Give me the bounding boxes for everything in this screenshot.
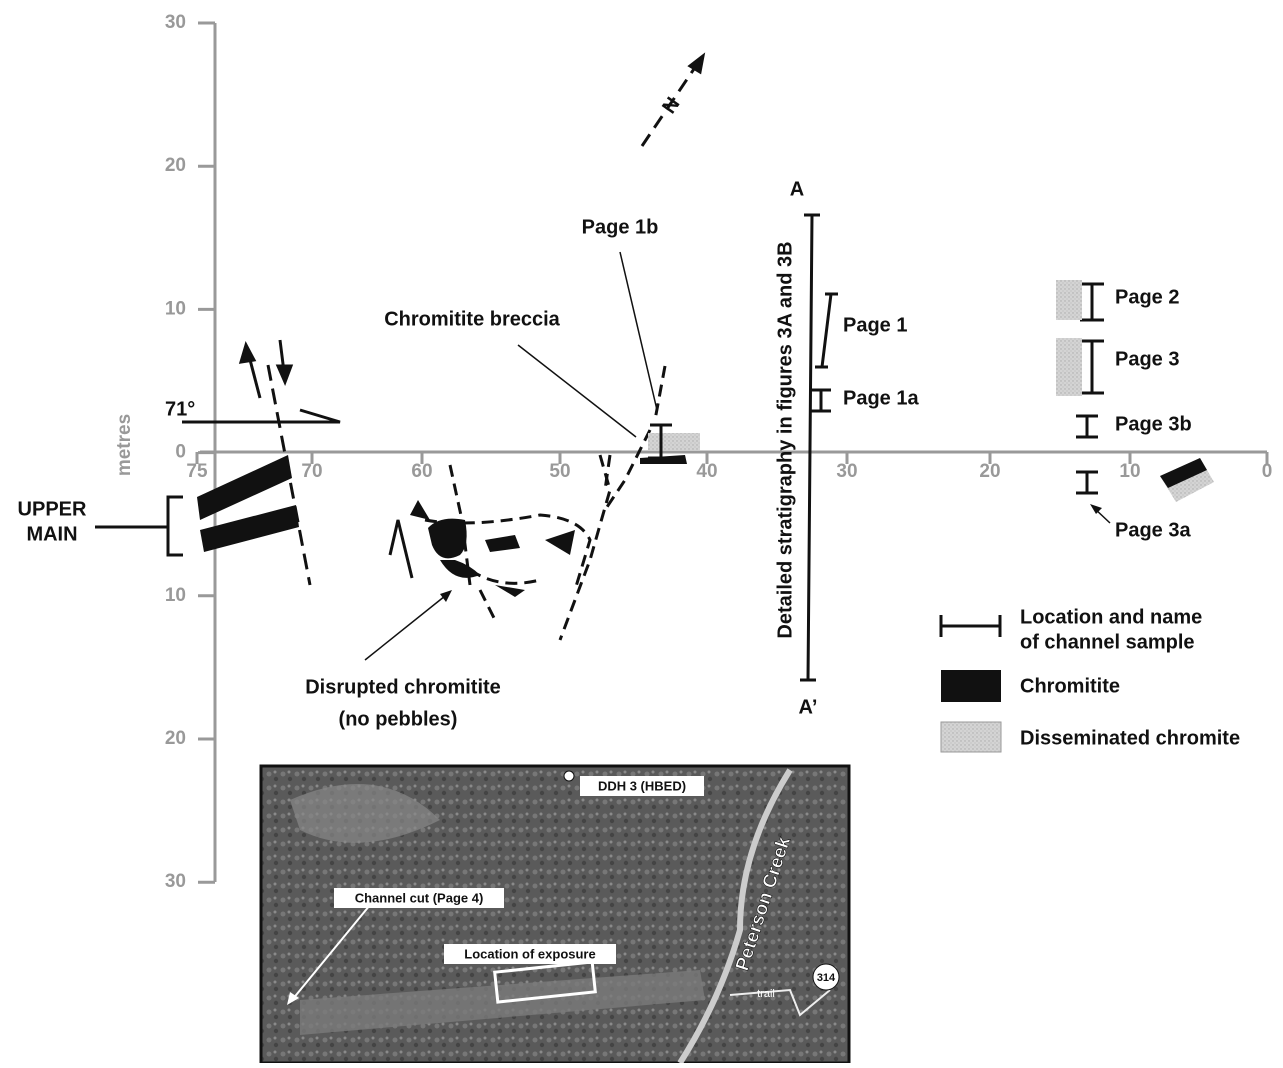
y-tick-label: 20 [165, 155, 186, 176]
y-tick-label: 10 [165, 585, 186, 606]
x-tick-label: 10 [1119, 461, 1140, 482]
stratigraphy-label: Detailed stratigraphy in figures 3A and … [774, 241, 796, 638]
leader-arrow [1090, 504, 1102, 514]
disseminated-patch [1056, 280, 1082, 320]
chromitite-patch [1160, 458, 1207, 488]
legend-label: Chromitite [1020, 675, 1120, 697]
channel-sample [648, 423, 674, 460]
sense-arrow [388, 519, 414, 579]
page-label: Page 1b [582, 216, 659, 238]
disrupted-contacts [424, 365, 667, 641]
trail-label: trail [757, 988, 775, 1000]
y-axis-label: metres [114, 414, 135, 476]
legend-chromitite-symbol [941, 670, 1001, 702]
disseminated-patch [1056, 338, 1082, 396]
road-label: 314 [817, 972, 836, 984]
section-label: A’ [799, 696, 818, 718]
dip-label: 71° [165, 398, 195, 420]
leader-line [517, 344, 637, 438]
x-tick-label: 0 [1262, 461, 1273, 482]
inset-label: DDH 3 (HBED) [598, 778, 686, 793]
x-tick-label: 60 [411, 461, 432, 482]
chromitite-band [197, 455, 292, 520]
y-tick-label: 10 [165, 298, 186, 319]
section-line [800, 213, 820, 682]
north-arrow [640, 52, 706, 147]
x-tick-label: 75 [186, 461, 208, 482]
x-tick-label: 30 [836, 461, 857, 482]
y-tick-label: 0 [175, 442, 186, 463]
y-tick-label: 20 [165, 728, 186, 749]
section-label: A [790, 178, 804, 200]
disrupted-label: (no pebbles) [339, 708, 458, 730]
chromitite-band [200, 505, 299, 552]
page-label: Page 3a [1115, 519, 1191, 541]
breccia-label: Chromitite breccia [384, 308, 560, 330]
inset-label-box [444, 944, 616, 964]
inset-label-box [334, 888, 504, 908]
inset-label: Channel cut (Page 4) [355, 890, 484, 905]
x-tick-label: 40 [696, 461, 717, 482]
channel-samples [811, 282, 1104, 495]
north-label: N [658, 93, 684, 117]
leader-line [619, 251, 658, 411]
inset-label: Location of exposure [464, 946, 595, 961]
page-label: Page 1a [843, 387, 919, 409]
page-label: Page 3b [1115, 413, 1192, 435]
legend-label: Disseminated chromite [1020, 727, 1240, 749]
page-label: Page 3 [1115, 348, 1179, 370]
page-label: Page 2 [1115, 286, 1179, 308]
x-tick-label: 70 [301, 461, 322, 482]
leader-line [364, 591, 451, 661]
bracket [95, 495, 183, 557]
y-tick-label: 30 [165, 12, 186, 33]
inset-photo [259, 764, 851, 1065]
x-tick-label: 20 [979, 461, 1000, 482]
leader-arrow [440, 590, 452, 602]
inset-label-box [580, 776, 704, 796]
disrupted-label: Disrupted chromitite [305, 676, 501, 698]
upper-main-label: UPPER [18, 498, 87, 520]
y-tick-label: 30 [165, 871, 186, 892]
legend-disseminated-symbol [940, 721, 1002, 753]
legend-label: Location and name [1020, 606, 1202, 628]
upper-main-label: MAIN [26, 523, 77, 545]
x-tick-label: 50 [549, 461, 570, 482]
axes [195, 21, 1269, 884]
chromitite-fragments [410, 500, 575, 597]
legend-channel-symbol [939, 615, 1002, 637]
page-label: Page 1 [843, 314, 907, 336]
disseminated-patch [648, 433, 700, 450]
legend-label: of channel sample [1020, 631, 1195, 653]
